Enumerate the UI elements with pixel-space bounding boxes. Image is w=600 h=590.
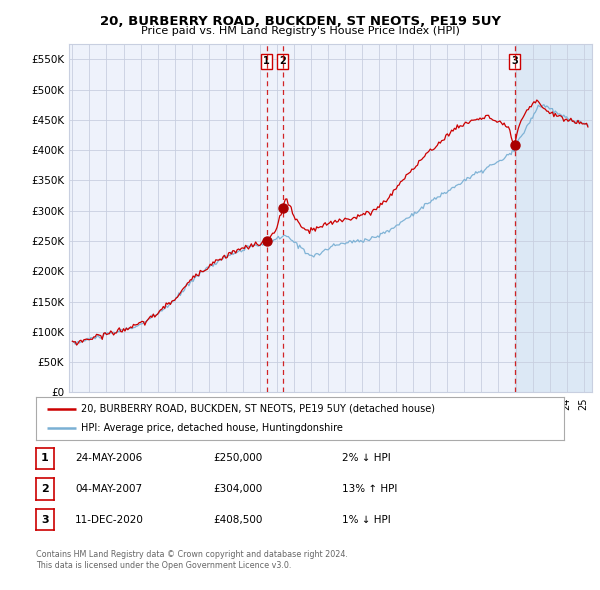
Text: 2: 2 [280, 57, 286, 67]
Bar [515, 44, 600, 392]
Text: £304,000: £304,000 [213, 484, 262, 494]
Text: 3: 3 [41, 515, 49, 525]
Text: 24-MAY-2006: 24-MAY-2006 [75, 454, 142, 463]
Text: 20, BURBERRY ROAD, BUCKDEN, ST NEOTS, PE19 5UY (detached house): 20, BURBERRY ROAD, BUCKDEN, ST NEOTS, PE… [81, 404, 435, 414]
Text: 1% ↓ HPI: 1% ↓ HPI [342, 515, 391, 525]
Text: This data is licensed under the Open Government Licence v3.0.: This data is licensed under the Open Gov… [36, 561, 292, 570]
Text: 13% ↑ HPI: 13% ↑ HPI [342, 484, 397, 494]
Text: 2% ↓ HPI: 2% ↓ HPI [342, 454, 391, 463]
Text: 04-MAY-2007: 04-MAY-2007 [75, 484, 142, 494]
Text: 11-DEC-2020: 11-DEC-2020 [75, 515, 144, 525]
Text: 1: 1 [263, 57, 270, 67]
Text: 2: 2 [41, 484, 49, 494]
Text: Price paid vs. HM Land Registry's House Price Index (HPI): Price paid vs. HM Land Registry's House … [140, 26, 460, 36]
Text: 3: 3 [511, 57, 518, 67]
Text: Contains HM Land Registry data © Crown copyright and database right 2024.: Contains HM Land Registry data © Crown c… [36, 550, 348, 559]
Text: £408,500: £408,500 [213, 515, 262, 525]
Text: £250,000: £250,000 [213, 454, 262, 463]
Text: 1: 1 [41, 454, 49, 463]
Text: HPI: Average price, detached house, Huntingdonshire: HPI: Average price, detached house, Hunt… [81, 423, 343, 433]
Text: 20, BURBERRY ROAD, BUCKDEN, ST NEOTS, PE19 5UY: 20, BURBERRY ROAD, BUCKDEN, ST NEOTS, PE… [100, 15, 500, 28]
